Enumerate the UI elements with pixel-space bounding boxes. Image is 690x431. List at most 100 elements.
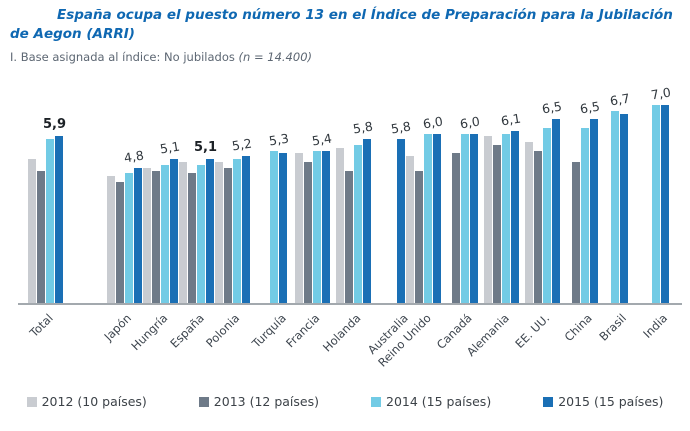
legend-label: 2014 (15 países) [386,394,492,409]
value-label-espa-a: 5,1 [193,140,218,155]
bar-2015-australia [397,139,405,304]
legend-swatch-icon [371,396,381,407]
bar-2014-jap-n [125,173,133,304]
x-axis-label-india: India [640,311,671,341]
value-label-total: 5,9 [42,117,67,132]
bar-2014-alemania [502,134,510,304]
x-axis-label-jap-n: Japón [101,311,135,344]
bar-2014-brasil [611,111,619,304]
bar-2013-polonia [224,168,232,304]
value-label-polonia: 5,2 [230,135,253,154]
bar-2014-polonia [233,159,241,304]
bar-2014-holanda [354,145,362,304]
value-label-jap-n: 4,8 [122,147,145,166]
subtitle-text: I. Base asignada al índice: No jubilados [10,50,235,64]
bar-2012-espa-a [179,162,187,304]
x-axis-label-holanda: Holanda [319,311,364,355]
sample-size-note: (n = 14.400) [238,50,312,64]
bar-2015-brasil [620,114,628,304]
x-axis-labels: Total Japón Hungría España Polonia Turquía Fra… [0,311,690,381]
legend-swatch-icon [26,396,37,407]
legend-item-2012: 2012 (10 países) [26,394,147,409]
bar-2012-ee-uu [525,142,533,304]
x-axis-label-china: China [561,311,595,345]
bar-2015-holanda [363,139,371,304]
bar-2013-francia [304,162,312,304]
value-label-hungr-a: 5,1 [158,138,181,157]
bar-2013-canad [452,153,460,304]
x-axis-line [18,303,682,305]
bar-group-jap-n: 4,8 [107,96,145,304]
bar-2012-jap-n [107,176,115,304]
legend: 2012 (10 países) 2013 (12 países) 2014 (15… [0,394,690,409]
bar-group-polonia: 5,2 [215,96,253,304]
bar-2014-turqu-a [270,151,278,304]
legend-label: 2013 (12 países) [213,394,319,409]
bar-2015-india [661,105,669,304]
bar-2014-total [46,139,54,304]
bar-group-australia: 5,8 [390,96,412,304]
bar-2015-china [590,119,598,304]
bar-2014-reino-unido [424,134,432,304]
bar-2014-canad [461,134,469,304]
value-label-china: 6,5 [578,98,601,117]
bar-group-china: 6,5 [572,96,601,304]
x-axis-label-polonia: Polonia [203,311,243,351]
bar-2013-hungr-a [152,171,160,304]
bar-2014-espa-a [197,165,205,304]
bar-2015-reino-unido [433,134,441,304]
bar-group-india: 7,0 [650,85,671,304]
legend-swatch-icon [543,396,554,407]
bar-2012-hungr-a [143,168,151,304]
bar-2013-espa-a [188,173,196,304]
value-label-francia: 5,4 [310,130,333,149]
x-axis-label-total: Total [26,311,56,340]
bar-2014-francia [313,151,321,304]
bar-group-alemania: 6,1 [484,96,521,304]
plot-area: 5,9 4,8 5,1 5,1 5,2 5,3 5,4 5,8 5,8 6,0 6,0 6,1 6,5 6… [0,85,690,304]
x-axis-label-hungr-a: Hungría [128,311,171,354]
value-label-india: 7,0 [649,84,672,103]
bar-2015-polonia [242,156,250,304]
bar-2012-holanda [336,148,344,304]
bar-2015-turqu-a [279,153,287,304]
bar-2015-total [55,136,63,304]
bar-group-hungr-a: 5,1 [143,96,181,304]
chart-title: España ocupa el puesto número 13 en el Í… [10,7,673,42]
value-label-ee-uu: 6,5 [540,98,563,117]
bar-2012-total [28,159,36,304]
bar-2015-francia [322,151,330,304]
bar-2012-alemania [484,136,492,304]
bar-2015-hungr-a [170,159,178,304]
x-axis-label-ee-uu: EE. UU. [512,311,553,351]
bar-group-canad: 6,0 [452,96,481,304]
legend-item-2015: 2015 (15 países) [543,394,663,409]
bar-2012-reino-unido [406,156,414,304]
bar-group-brasil: 6,7 [609,91,630,304]
bar-group-total: 5,9 [28,96,67,304]
value-label-turqu-a: 5,3 [267,130,290,149]
bar-2013-reino-unido [415,171,423,304]
x-axis-label-turqu-a: Turquía [248,311,289,351]
bar-2014-ee-uu [543,128,551,304]
bar-group-reino-unido: 6,0 [406,96,443,304]
bar-2015-ee-uu [552,119,560,304]
bar-2014-hungr-a [161,165,169,304]
value-label-holanda: 5,8 [351,118,374,137]
legend-swatch-icon [198,396,209,407]
bar-2014-india [652,105,660,304]
value-label-brasil: 6,7 [608,90,631,109]
bar-group-francia: 5,4 [295,96,333,304]
bar-2013-alemania [493,145,501,304]
value-label-canad: 6,0 [458,113,481,132]
bar-2013-ee-uu [534,151,542,304]
x-axis-label-espa-a: España [166,311,207,351]
legend-item-2014: 2014 (15 países) [371,394,491,409]
x-axis-label-francia: Francia [283,311,323,351]
bar-group-espa-a: 5,1 [179,96,218,304]
bar-2015-jap-n [134,168,142,304]
bar-2012-polonia [215,162,223,304]
chart-subtitle: I. Base asignada al índice: No jubilados… [10,50,312,64]
bar-2013-china [572,162,580,304]
